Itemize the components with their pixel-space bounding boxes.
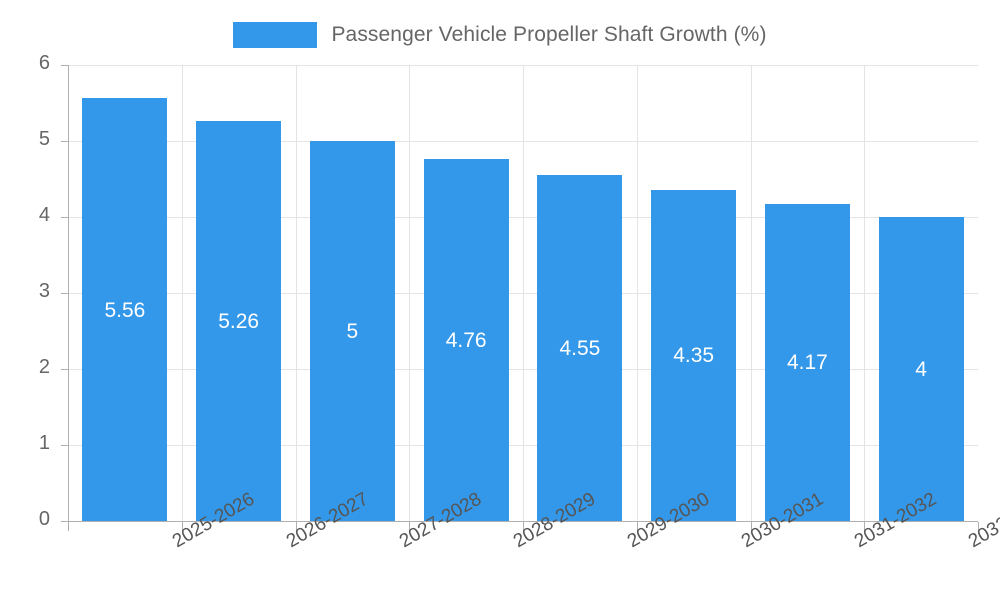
y-axis-tick xyxy=(61,521,68,522)
x-axis-category-label: 2025-2026 xyxy=(169,489,258,553)
y-axis-tick xyxy=(61,445,68,446)
x-axis-tick xyxy=(409,522,410,531)
bar[interactable] xyxy=(82,98,168,521)
gridline-vertical xyxy=(296,65,297,521)
gridline-vertical xyxy=(864,65,865,521)
bar[interactable] xyxy=(878,217,964,521)
gridline-vertical xyxy=(409,65,410,521)
y-axis-tick-label: 2 xyxy=(38,356,50,378)
x-axis-category-label: 2027-2028 xyxy=(396,489,485,553)
y-axis-tick xyxy=(61,293,68,294)
gridline-vertical xyxy=(523,65,524,521)
x-axis-category-label: 2030-2031 xyxy=(738,489,827,553)
x-axis-category-label: 2028-2029 xyxy=(510,489,599,553)
legend-label-series-1[interactable]: Passenger Vehicle Propeller Shaft Growth… xyxy=(331,23,767,46)
bar[interactable] xyxy=(423,159,509,521)
x-axis-tick xyxy=(978,522,979,531)
x-axis-tick xyxy=(68,522,69,531)
x-axis-line xyxy=(68,521,978,522)
bar[interactable] xyxy=(309,141,395,521)
chart-legend: Passenger Vehicle Propeller Shaft Growth… xyxy=(0,18,1000,52)
gridline-vertical xyxy=(182,65,183,521)
x-axis-category-label: 2031-2032 xyxy=(851,489,940,553)
x-axis-category-label: 2026-2027 xyxy=(283,489,372,553)
y-axis-line xyxy=(68,65,69,521)
y-axis-tick-label: 5 xyxy=(38,128,50,150)
y-axis-tick-label: 4 xyxy=(38,204,50,226)
bar[interactable] xyxy=(651,190,737,521)
x-axis-tick xyxy=(751,522,752,531)
bar[interactable] xyxy=(196,121,282,521)
gridline-vertical xyxy=(637,65,638,521)
legend-swatch-series-1[interactable] xyxy=(233,22,318,48)
x-axis-category-label: 2029-2030 xyxy=(624,489,713,553)
x-axis-tick xyxy=(523,522,524,531)
bar[interactable] xyxy=(537,175,623,521)
y-axis-tick-label: 1 xyxy=(38,432,50,454)
gridline-vertical xyxy=(751,65,752,521)
x-axis-tick xyxy=(864,522,865,531)
y-axis-tick-label: 0 xyxy=(38,508,50,530)
y-axis-tick xyxy=(61,141,68,142)
plot-area: 5.56 5.26 5 4.76 4.55 4.35 4.17 4 xyxy=(68,65,978,522)
y-axis-tick-label: 6 xyxy=(38,52,50,74)
y-axis-tick xyxy=(61,369,68,370)
x-axis-category-label: 2032-2033 xyxy=(965,488,1000,553)
x-axis-tick xyxy=(637,522,638,531)
x-axis-tick xyxy=(296,522,297,531)
x-axis-tick xyxy=(182,522,183,531)
bar[interactable] xyxy=(764,204,850,521)
y-axis-tick-label: 3 xyxy=(38,280,50,302)
y-axis-tick xyxy=(61,217,68,218)
y-axis-tick xyxy=(61,65,68,66)
